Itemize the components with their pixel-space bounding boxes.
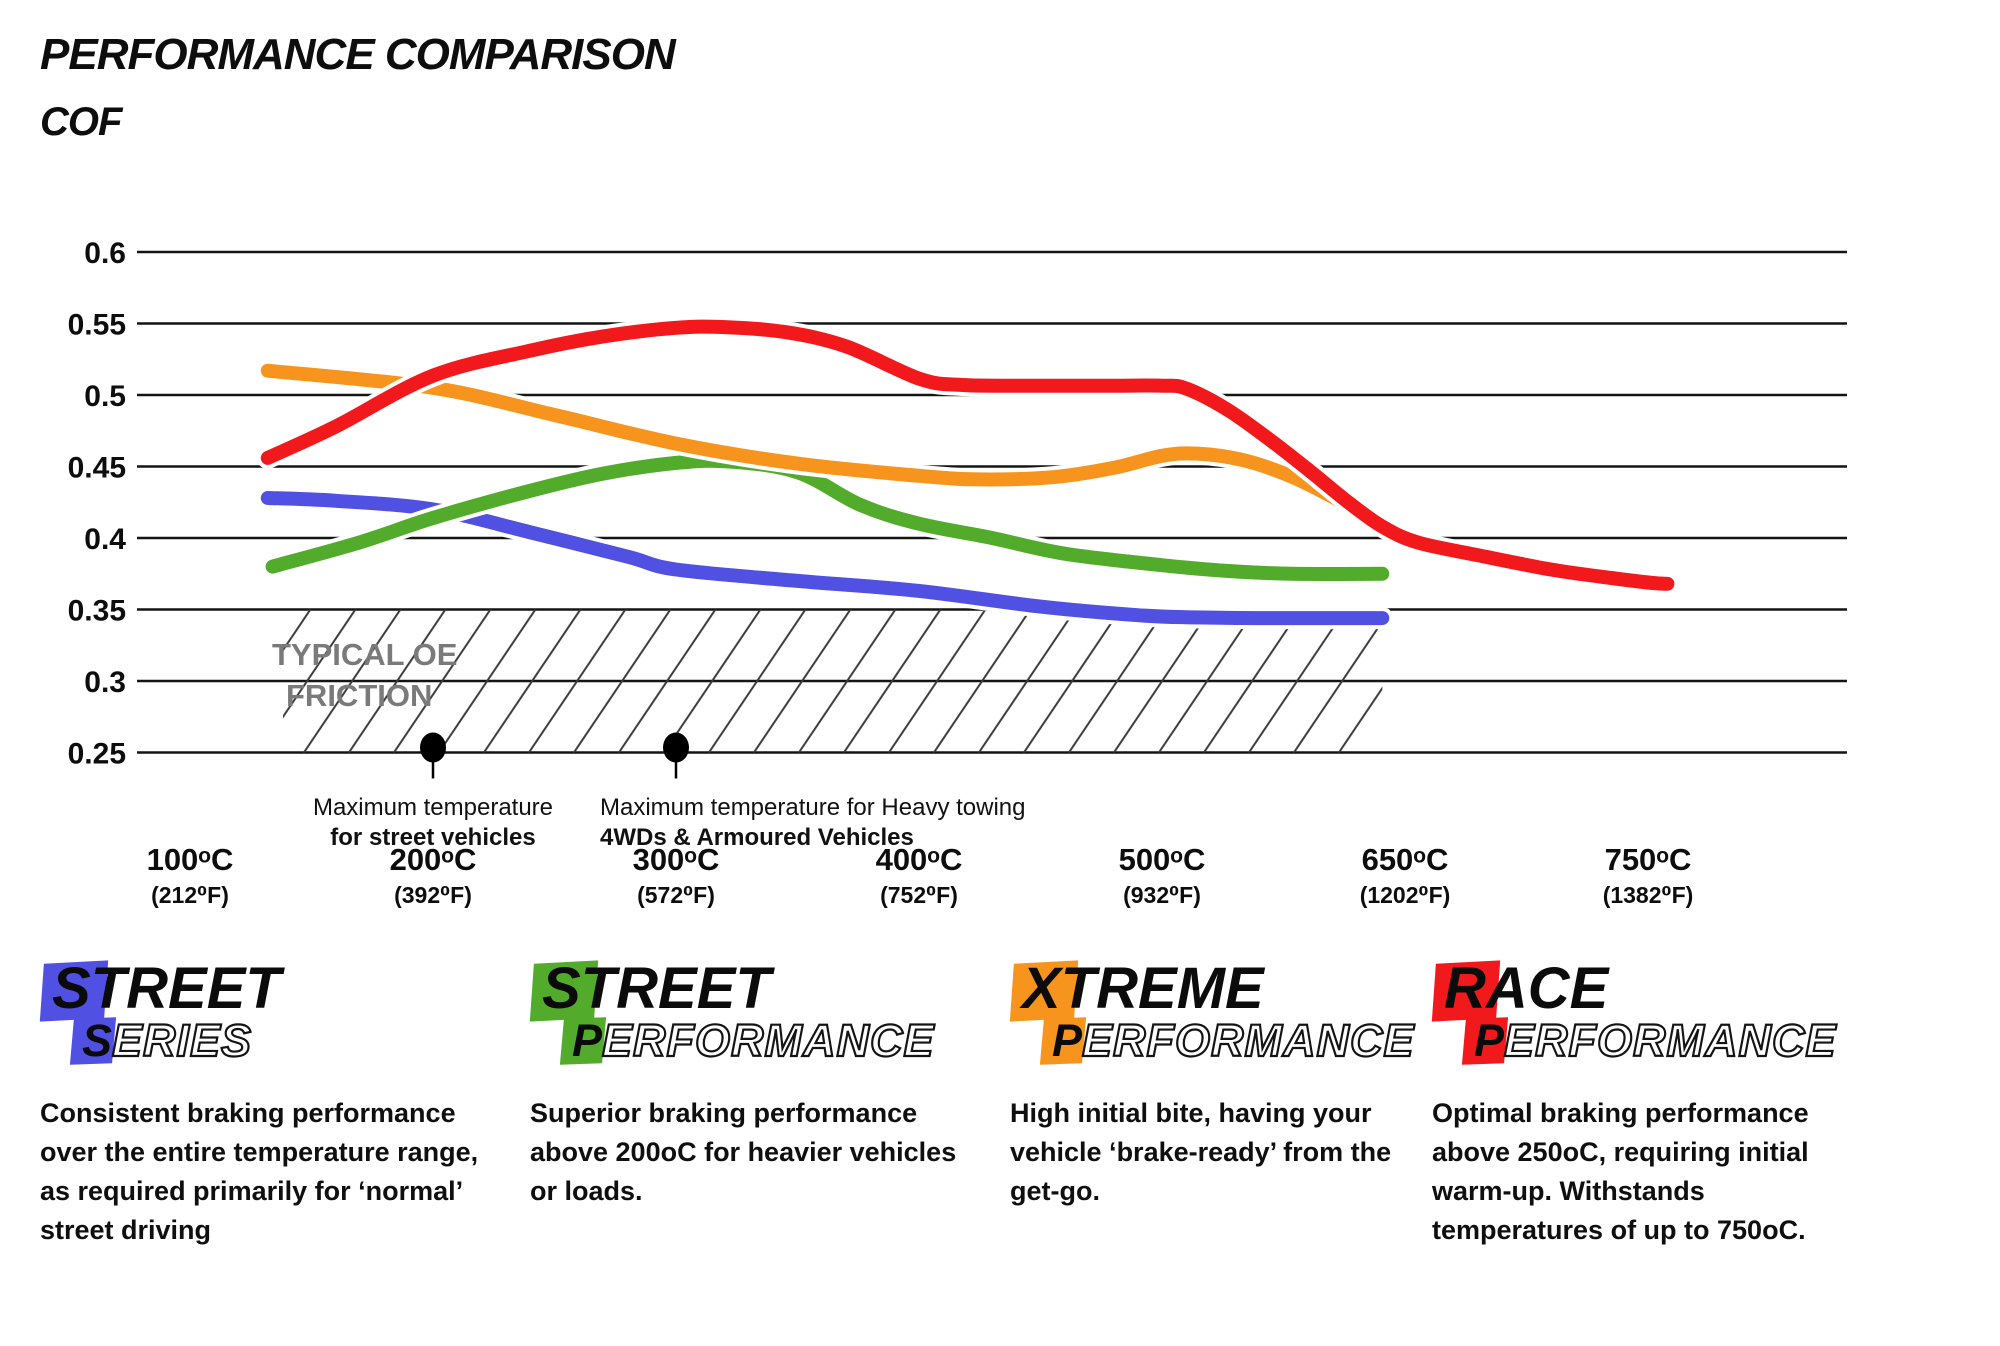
x-axis-label-500f: (932⁰F) [1123, 882, 1201, 908]
y-axis-label-0.25: 0.25 [68, 738, 126, 771]
x-axis-label-400f: (752⁰F) [880, 882, 958, 908]
logo-initial: P [572, 1015, 603, 1066]
typical-oe-friction-band [283, 609, 1383, 753]
legend-column-race-performance: RACE PERFORMANCE Optimal braking perform… [1431, 960, 1872, 1251]
annotation-line2-200: for street vehicles [330, 824, 535, 851]
logo-initial: S [52, 956, 91, 1021]
x-axis-label-750f: (1382⁰F) [1603, 882, 1694, 908]
y-axis-label-0.35: 0.35 [68, 595, 126, 628]
logo-word-rest: ERFORMANCE [601, 1015, 935, 1066]
typical-oe-friction-label-line1: TYPICAL OE [272, 637, 457, 672]
street-performance-logo: STREET PERFORMANCE [529, 960, 980, 1078]
y-axis-label-0.4: 0.4 [84, 523, 126, 556]
max-temp-marker-dot-200 [420, 732, 446, 763]
x-axis-label-100f: (212⁰F) [151, 882, 229, 908]
annotation-line2-300: 4WDs & Armoured Vehicles [600, 824, 914, 851]
logo-word-rest: ACE [1485, 956, 1609, 1021]
x-axis-label-300c: 300ᵒC [633, 842, 720, 877]
y-axis-label-0.45: 0.45 [68, 452, 126, 485]
curve-race-performance [260, 319, 1675, 591]
logo-initial: S [542, 956, 581, 1021]
xtreme-performance-description: High initial bite, having your vehicle ‘… [1010, 1098, 1392, 1207]
street-series-logo-word1: STREET [40, 960, 500, 1018]
logo-word-rest: ERFORMANCE [1081, 1015, 1415, 1066]
legend-column-street-performance: STREET PERFORMANCE Superior braking perf… [529, 960, 980, 1211]
annotation-line1-300: Maximum temperature for Heavy towing [600, 794, 1025, 821]
race-performance-description: Optimal braking performance above 250oC,… [1432, 1098, 1809, 1246]
street-series-logo: STREET SERIES [39, 960, 500, 1078]
logo-initial: P [1474, 1015, 1505, 1066]
typical-oe-friction-label-line2: FRICTION [286, 678, 432, 713]
street-performance-logo-word1: STREET [530, 960, 980, 1018]
logo-word-rest: ERFORMANCE [1503, 1015, 1837, 1066]
street-performance-logo-word2: PERFORMANCE [530, 1015, 980, 1066]
y-axis-title-cof: COF [40, 100, 122, 144]
x-axis-label-750c: 750ᵒC [1605, 842, 1692, 877]
x-axis-label-500c: 500ᵒC [1119, 842, 1206, 877]
logo-initial: R [1444, 956, 1486, 1021]
page-title: PERFORMANCE COMPARISON [40, 30, 676, 79]
legend-column-street-series: STREET SERIES Consistent braking perform… [39, 960, 500, 1251]
x-axis-label-200f: (392⁰F) [394, 882, 472, 908]
logo-initial: P [1052, 1015, 1083, 1066]
x-axis-label-650f: (1202⁰F) [1360, 882, 1451, 908]
logo-word-rest: TREET [580, 956, 771, 1021]
xtreme-performance-logo-word2: PERFORMANCE [1010, 1015, 1415, 1066]
street-series-description: Consistent braking performance over the … [40, 1098, 479, 1246]
xtreme-performance-logo-word1: XTREME [1010, 960, 1410, 1018]
y-axis-label-0.6: 0.6 [84, 237, 126, 270]
logo-initial: S [82, 1015, 113, 1066]
performance-comparison-chart: 0.6 0.55 0.5 0.45 0.4 0.35 0.3 0.25 TYPICAL OE FR… [68, 237, 1847, 908]
street-series-logo-word2: SERIES [40, 1015, 500, 1066]
xtreme-performance-logo: XTREME PERFORMANCE [1009, 960, 1415, 1078]
logo-word-rest: ERIES [111, 1015, 253, 1066]
annotation-line1-200: Maximum temperature [313, 794, 553, 821]
logo-initial: X [1022, 956, 1061, 1021]
x-axis-label-100c: 100ᵒC [147, 842, 234, 877]
race-performance-logo-word2: PERFORMANCE [1432, 1015, 1872, 1066]
legend-column-xtreme-performance: XTREME PERFORMANCE High initial bite, ha… [1009, 960, 1415, 1211]
y-axis-label-0.55: 0.55 [68, 309, 126, 342]
curve-street-performance [265, 453, 1390, 581]
race-performance-logo-word1: RACE [1432, 960, 1872, 1018]
y-axis-label-0.5: 0.5 [84, 380, 126, 413]
race-performance-logo: RACE PERFORMANCE [1431, 960, 1872, 1078]
x-axis-label-650c: 650ᵒC [1362, 842, 1449, 877]
max-temp-marker-dot-300 [663, 732, 689, 763]
x-axis-label-200c: 200ᵒC [390, 842, 477, 877]
street-performance-description: Superior braking performance above 200oC… [530, 1098, 957, 1207]
logo-word-rest: TREME [1060, 956, 1264, 1021]
logo-word-rest: TREET [90, 956, 281, 1021]
x-axis-label-300f: (572⁰F) [637, 882, 715, 908]
x-axis-label-400c: 400ᵒC [876, 842, 963, 877]
y-axis-label-0.3: 0.3 [84, 666, 126, 699]
curve-xtreme-performance [260, 363, 1390, 531]
